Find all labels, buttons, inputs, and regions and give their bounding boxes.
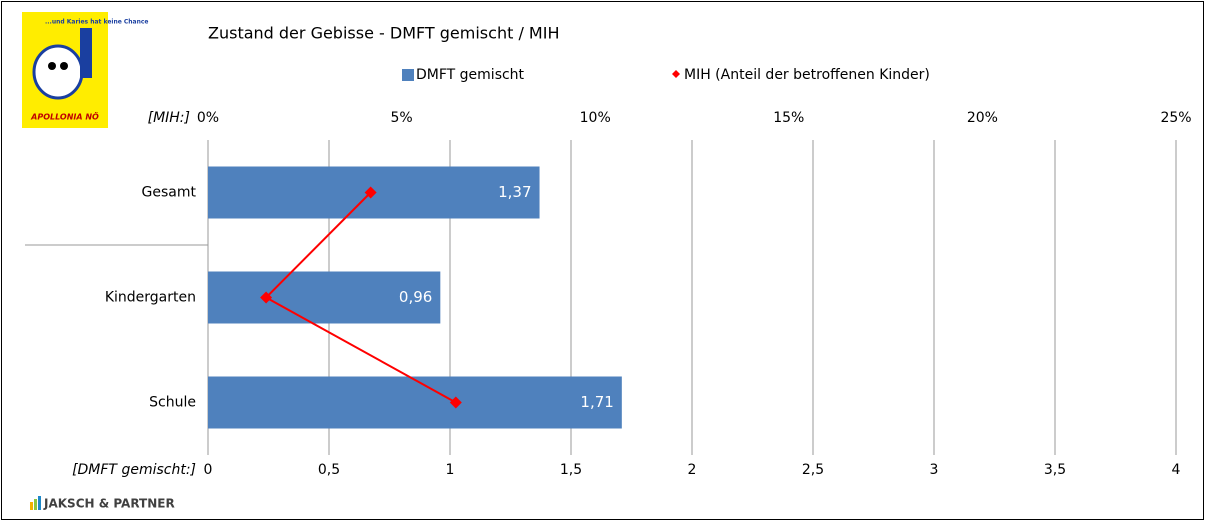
logo-name: APOLLONIA NÖ [30, 112, 99, 122]
logo-tagline: ...und Karies hat keine Chance [45, 19, 149, 26]
footer-text: JAKSCH & PARTNER [43, 497, 175, 511]
footer-logo: JAKSCH & PARTNER [30, 496, 175, 511]
chart: ...und Karies hat keine Chance APOLLONIA… [0, 0, 1206, 522]
value-label: 1,71 [580, 393, 613, 411]
x-tick-label: 3 [930, 462, 939, 478]
x-tick-label: 4 [1172, 462, 1181, 478]
logo-brush [80, 28, 92, 78]
legend-label: MIH (Anteil der betroffenen Kinder) [684, 67, 930, 83]
bar [208, 377, 622, 429]
legend-swatch [402, 69, 414, 81]
value-label: 1,37 [498, 183, 531, 201]
y-tick-label: Kindergarten [105, 290, 196, 306]
legend-label: DMFT gemischt [416, 67, 525, 83]
x2-tick-label: 15% [773, 110, 804, 126]
logo-figure [34, 46, 82, 98]
x-tick-label: 0 [204, 462, 213, 478]
x2-tick-label: 5% [390, 110, 412, 126]
x-tick-label: 1 [446, 462, 455, 478]
frame [2, 2, 1204, 520]
chart-title: Zustand der Gebisse - DMFT gemischt / MI… [208, 24, 559, 43]
x-tick-label: 1,5 [560, 462, 582, 478]
y-tick-label: Schule [149, 395, 196, 411]
x-tick-label: 3,5 [1044, 462, 1066, 478]
x-tick-label: 0,5 [318, 462, 340, 478]
x2-tick-label: 0% [197, 110, 219, 126]
footer-icon [30, 502, 33, 510]
x-axis-label: [DMFT gemischt:] [72, 462, 196, 478]
footer-icon [38, 496, 41, 510]
logo-eye [60, 62, 68, 70]
y-tick-label: Gesamt [142, 185, 197, 201]
x2-tick-label: 20% [967, 110, 998, 126]
x2-tick-label: 25% [1160, 110, 1191, 126]
x2-axis-label: [MIH:] [148, 110, 190, 126]
logo-eye [48, 62, 56, 70]
x2-tick-label: 10% [580, 110, 611, 126]
footer-icon [34, 499, 37, 510]
x-tick-label: 2,5 [802, 462, 824, 478]
x-tick-label: 2 [688, 462, 697, 478]
value-label: 0,96 [399, 288, 432, 306]
